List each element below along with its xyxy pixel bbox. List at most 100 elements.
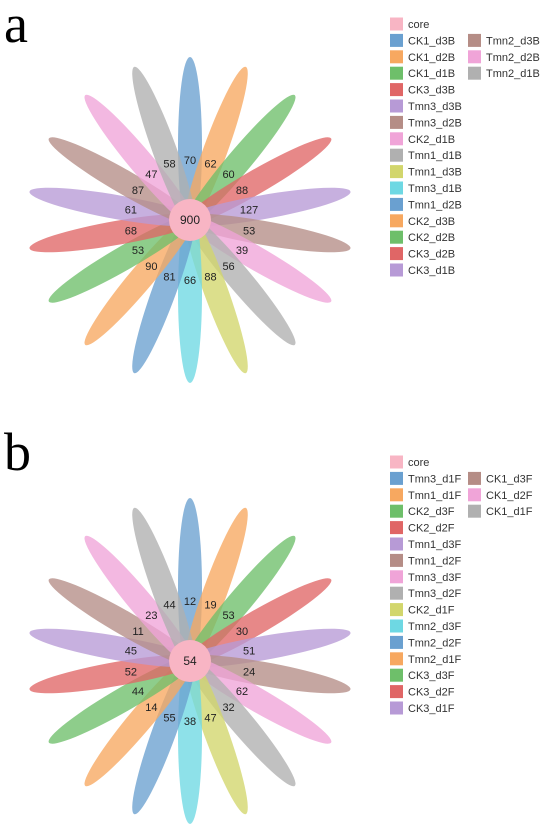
legend-swatch-CK1_d3F: [468, 471, 481, 485]
legend-swatch-Tmn3_d2F: [390, 586, 403, 600]
legend-swatch-CK3_d3F: [390, 668, 403, 682]
petal-value-Tmn3_d2B: 53: [243, 225, 255, 237]
petal-value-CK3_d1B: 61: [125, 205, 137, 217]
petal-value-Tmn2_d2F: 55: [163, 712, 175, 724]
petal-value-CK1_d2F: 23: [145, 610, 157, 622]
legend-label-Tmn1_d2B: Tmn1_d2B: [408, 199, 462, 211]
petal-CK1_d3F: [48, 578, 204, 670]
legend-label-Tmn2_d3F: Tmn2_d3F: [408, 621, 461, 633]
petal-Tmn3_d2B: [175, 213, 351, 253]
legend-swatch-Tmn3_d2B: [390, 115, 403, 129]
legend-label-Tmn1_d1B: Tmn1_d1B: [408, 150, 462, 162]
petal-value-Tmn2_d3F: 38: [184, 716, 196, 728]
legend-label-Tmn2_d2F: Tmn2_d2F: [408, 637, 461, 649]
legend-swatch-CK2_d2F: [390, 521, 403, 535]
flower-chart-a: a70 6260881275339568866819053686187475890…: [4, 0, 540, 383]
legend-label-Tmn3_d1B: Tmn3_d1B: [408, 183, 462, 195]
legend-swatch-Tmn1_d1F: [390, 488, 403, 502]
petal-value-Tmn1_d3B: 88: [204, 271, 216, 283]
legend-swatch-CK2_d3B: [390, 214, 403, 228]
legend-swatch-CK3_d2B: [390, 247, 403, 261]
legend-label-Tmn2_d2B: Tmn2_d2B: [486, 52, 540, 64]
legend-swatch-CK3_d1F: [390, 701, 403, 715]
legend-swatch-CK1_d3B: [390, 33, 403, 47]
petal-Tmn3_d3F: [176, 652, 332, 744]
legend-label-CK1_d1B: CK1_d1B: [408, 68, 455, 80]
legend-label-Tmn1_d1F: Tmn1_d1F: [408, 490, 461, 502]
legend-label-CK2_d3F: CK2_d3F: [408, 506, 455, 518]
legend-swatch-Tmn1_d3B: [390, 165, 403, 179]
legend-swatch-Tmn1_d1B: [390, 148, 403, 162]
legend-label-CK3_d3F: CK3_d3F: [408, 670, 455, 682]
petal-value-Tmn3_d1F: 12: [184, 596, 196, 608]
core-circle: [169, 199, 211, 241]
petal-value-Tmn2_d3B: 87: [132, 185, 144, 197]
petal-CK3_d1F: [29, 628, 205, 668]
petal-value-CK1_d3B: 70: [184, 155, 196, 167]
petal-value-Tmn2_d2B: 47: [145, 169, 157, 181]
legend-label-CK3_d1F: CK3_d1F: [408, 703, 455, 715]
legend-label-Tmn1_d3F: Tmn1_d3F: [408, 539, 461, 551]
petal-value-Tmn3_d2F: 32: [222, 702, 234, 714]
legend-label-Tmn2_d3B: Tmn2_d3B: [486, 35, 540, 47]
petal-Tmn1_d2F: [175, 654, 351, 694]
petal-value-Tmn1_d1B: 56: [222, 261, 234, 273]
petal-value-Tmn2_d1B: 58: [163, 159, 175, 171]
core-value: 900: [180, 213, 200, 227]
legend: core CK1_d3B CK1_d2B CK1_d1B CK3_d3B Tmn3_d3B…: [390, 17, 540, 277]
petal-value-Tmn1_d2F: 24: [243, 666, 255, 678]
legend-label-CK3_d2F: CK3_d2F: [408, 687, 455, 699]
legend-label-CK2_d1F: CK2_d1F: [408, 605, 455, 617]
legend-swatch-CK2_d2B: [390, 230, 403, 244]
legend-label-CK1_d2F: CK1_d2F: [486, 490, 533, 502]
legend: core Tmn3_d1F Tmn1_d1F CK2_d3F CK2_d2F Tmn1_d…: [390, 455, 533, 715]
petal-CK2_d1B: [176, 211, 332, 303]
legend-swatch-CK3_d1B: [390, 263, 403, 277]
legend-swatch-CK2_d1B: [390, 132, 403, 146]
legend-swatch-Tmn3_d1F: [390, 471, 403, 485]
legend-label-Tmn1_d2F: Tmn1_d2F: [408, 555, 461, 567]
legend-swatch-CK1_d1F: [468, 504, 481, 518]
legend-swatch-Tmn2_d1B: [468, 66, 481, 80]
petal-Tmn2_d1B: [132, 66, 198, 235]
petal-CK1_d1F: [132, 507, 198, 676]
legend-swatch-Tmn1_d3F: [390, 537, 403, 551]
legend-label-Tmn3_d3B: Tmn3_d3B: [408, 101, 462, 113]
legend-swatch-CK1_d1B: [390, 66, 403, 80]
legend-label-CK1_d3F: CK1_d3F: [486, 473, 533, 485]
legend-swatch-CK1_d2F: [468, 488, 481, 502]
legend-label-CK1_d1F: CK1_d1F: [486, 506, 533, 518]
petal-value-CK2_d3B: 90: [145, 261, 157, 273]
petal-value-CK1_d1B: 60: [222, 169, 234, 181]
petal-value-Tmn3_d3F: 62: [236, 686, 248, 698]
legend-swatch-Tmn2_d3F: [390, 619, 403, 633]
petal-value-CK1_d2B: 62: [204, 159, 216, 171]
legend-swatch-Tmn1_d2B: [390, 197, 403, 211]
panel-label: a: [4, 0, 28, 54]
legend-swatch-Tmn2_d3B: [468, 33, 481, 47]
legend-swatch-CK3_d3B: [390, 83, 403, 97]
legend-label-Tmn3_d3F: Tmn3_d3F: [408, 572, 461, 584]
legend-label-CK1_d3B: CK1_d3B: [408, 35, 455, 47]
legend-label-Tmn2_d1B: Tmn2_d1B: [486, 68, 540, 80]
legend-label-CK2_d2F: CK2_d2F: [408, 523, 455, 535]
petal-value-CK3_d3F: 44: [132, 686, 144, 698]
legend-label-Tmn3_d2B: Tmn3_d2B: [408, 117, 462, 129]
legend-label-CK3_d3B: CK3_d3B: [408, 85, 455, 97]
legend-swatch-Tmn3_d1B: [390, 181, 403, 195]
legend-swatch-Tmn2_d2B: [468, 50, 481, 64]
petal-value-CK3_d2B: 68: [125, 225, 137, 237]
legend-label-Tmn3_d1F: Tmn3_d1F: [408, 473, 461, 485]
legend-swatch-Tmn2_d1F: [390, 652, 403, 666]
legend-label-CK1_d2B: CK1_d2B: [408, 52, 455, 64]
legend-label-Tmn2_d1F: Tmn2_d1F: [408, 654, 461, 666]
legend-label-CK2_d1B: CK2_d1B: [408, 134, 455, 146]
petal-value-Tmn1_d3F: 51: [243, 646, 255, 658]
legend-swatch-CK2_d3F: [390, 504, 403, 518]
petal-value-CK1_d3F: 11: [132, 626, 143, 638]
legend-label-CK2_d3B: CK2_d3B: [408, 216, 455, 228]
petal-value-Tmn1_d1F: 19: [204, 600, 216, 612]
petal-value-Tmn1_d2B: 81: [163, 271, 175, 283]
